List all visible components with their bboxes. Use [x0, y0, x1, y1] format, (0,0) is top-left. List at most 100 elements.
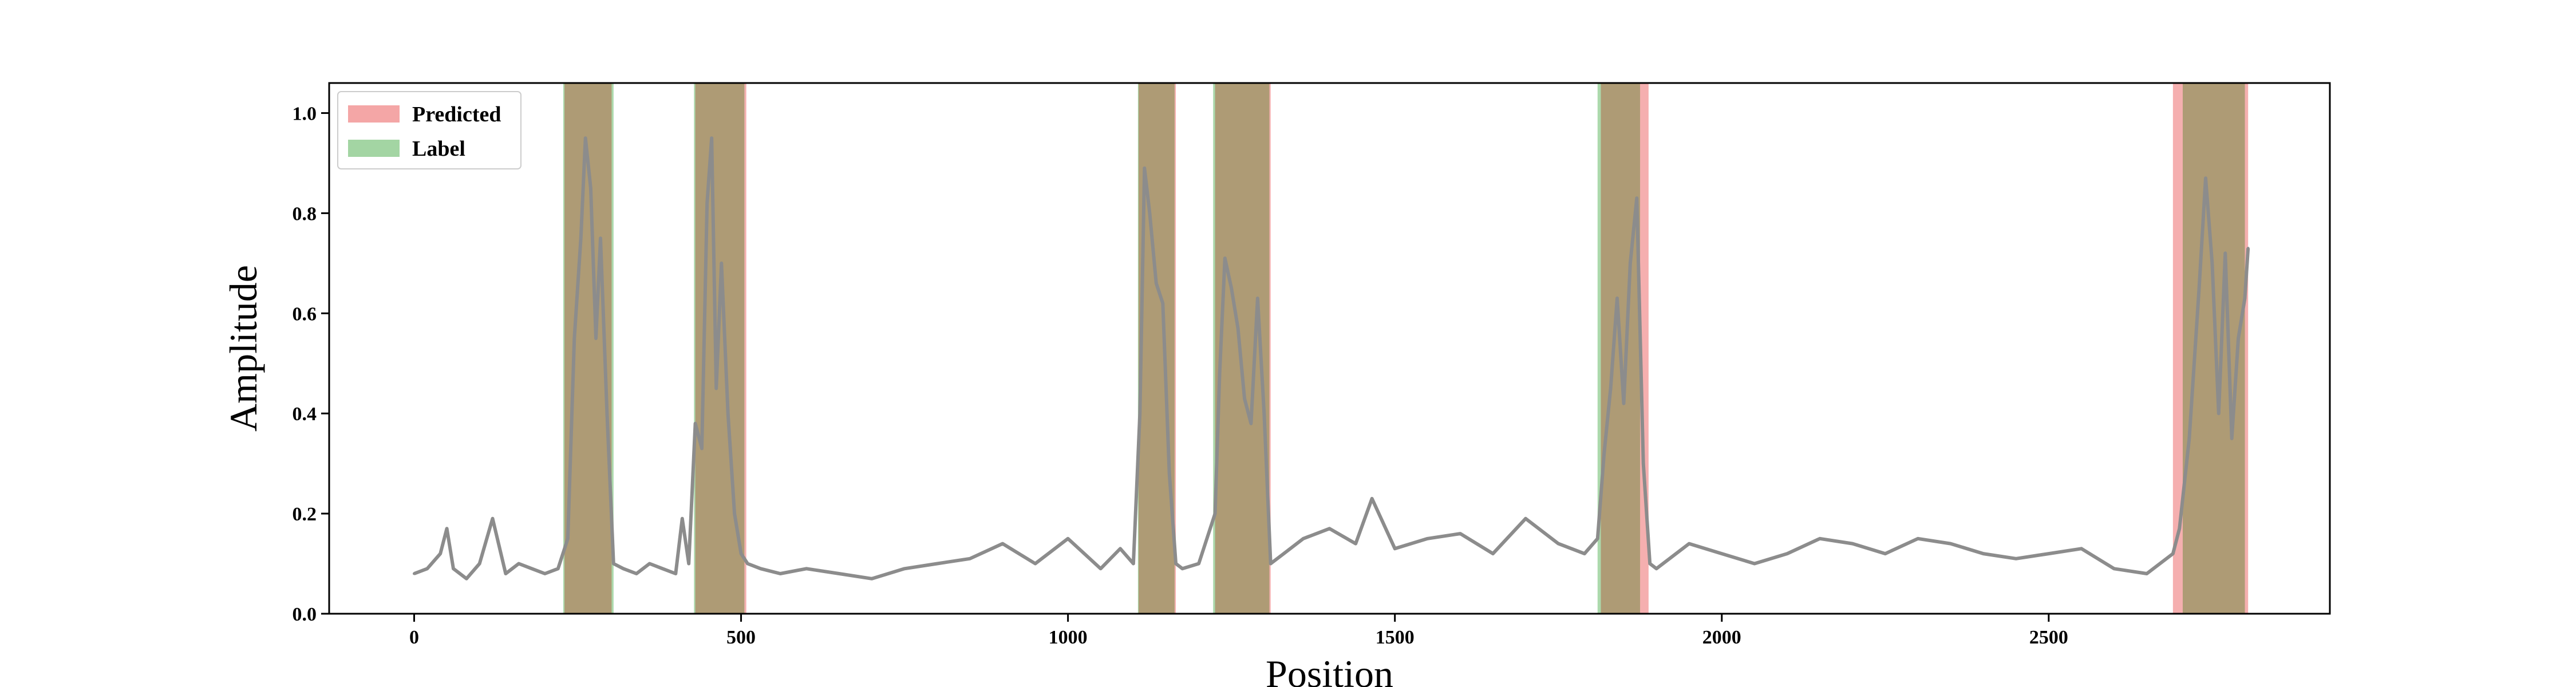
data-point	[1642, 462, 1645, 465]
y-tick-label: 0.8	[293, 203, 317, 224]
data-point	[1556, 542, 1560, 546]
data-point	[1168, 472, 1171, 475]
data-point	[584, 136, 587, 140]
data-point	[605, 412, 609, 415]
data-point	[1174, 562, 1178, 566]
data-point	[1851, 542, 1854, 546]
data-point	[2171, 552, 2175, 555]
data-point	[1615, 297, 1619, 300]
data-point	[1236, 327, 1240, 330]
data-point	[1602, 452, 1606, 455]
legend-label-label: Label	[412, 137, 465, 161]
y-tick-label: 1.0	[293, 103, 317, 124]
overlap-region-5	[2183, 83, 2245, 614]
data-point	[599, 236, 602, 240]
series-layer	[412, 136, 2250, 581]
data-point	[452, 567, 455, 570]
data-point	[478, 562, 481, 566]
y-tick-label: 0.2	[293, 504, 317, 525]
data-point	[779, 572, 782, 575]
data-point	[870, 577, 874, 581]
data-point	[1218, 372, 1222, 375]
plot-frame	[328, 82, 2331, 615]
data-point	[1249, 422, 1253, 425]
data-point	[805, 567, 808, 570]
data-point	[2187, 437, 2191, 440]
data-point	[572, 337, 576, 340]
data-point	[1459, 532, 1462, 535]
data-point	[2014, 557, 2018, 560]
data-point	[1949, 542, 1953, 546]
data-point	[2237, 337, 2240, 340]
data-point	[2210, 262, 2214, 265]
data-point	[1155, 282, 1158, 285]
legend: Predicted Label	[337, 91, 521, 169]
data-point	[968, 557, 971, 560]
data-point	[1214, 512, 1217, 515]
data-point	[594, 337, 598, 340]
data-point	[1282, 552, 1286, 555]
data-point	[935, 562, 939, 566]
data-point	[465, 577, 468, 581]
data-point	[2198, 287, 2201, 290]
data-point	[1148, 211, 1151, 215]
data-point	[1354, 542, 1357, 546]
data-point	[1328, 527, 1331, 530]
data-point	[445, 527, 449, 530]
data-point	[2178, 527, 2181, 530]
data-point	[1119, 547, 1122, 550]
data-point	[1982, 552, 1985, 555]
data-point	[2246, 247, 2250, 250]
data-point	[543, 572, 547, 575]
data-point	[1818, 537, 1822, 540]
x-tick-label: 2500	[2029, 627, 2068, 648]
data-point	[705, 202, 709, 205]
data-point	[903, 567, 906, 570]
data-point	[1256, 297, 1259, 300]
data-point	[2145, 572, 2148, 575]
data-point	[2204, 176, 2207, 180]
data-point	[1243, 397, 1246, 400]
data-point	[710, 136, 713, 140]
data-point	[2223, 251, 2227, 255]
data-point	[720, 262, 723, 265]
data-point	[694, 422, 697, 425]
data-point	[1785, 552, 1789, 555]
data-point	[612, 562, 615, 566]
y-axis-title: Amplitude	[222, 265, 265, 432]
data-point	[1034, 562, 1037, 566]
data-point	[2047, 552, 2050, 555]
x-tick-label: 500	[726, 627, 756, 648]
y-axis: 0.0 0.2 0.4 0.6 0.8 1.0	[293, 103, 329, 625]
data-point	[491, 517, 495, 520]
data-point	[1720, 552, 1724, 555]
data-point	[1138, 412, 1141, 415]
data-point	[1583, 552, 1586, 555]
data-point	[1426, 537, 1429, 540]
data-point	[733, 512, 736, 515]
data-point	[1197, 562, 1200, 566]
data-point	[746, 562, 749, 566]
data-point	[2112, 567, 2116, 570]
data-point	[2230, 437, 2234, 440]
data-point	[661, 567, 664, 570]
legend-swatch-predicted	[348, 105, 400, 123]
data-point	[1223, 256, 1227, 260]
data-point	[1688, 542, 1691, 546]
data-point	[1622, 402, 1625, 405]
data-point	[412, 572, 416, 575]
data-point	[1302, 537, 1305, 540]
data-point	[1655, 567, 1658, 570]
data-point	[1132, 562, 1135, 566]
y-tick-label: 0.6	[293, 303, 317, 325]
data-point	[1161, 302, 1164, 305]
data-point	[714, 386, 718, 390]
data-point	[674, 572, 677, 575]
data-point	[1370, 497, 1374, 500]
data-point	[1181, 567, 1184, 570]
data-point	[700, 447, 704, 450]
legend-swatch-label	[348, 140, 400, 157]
data-point	[1099, 567, 1103, 570]
x-axis-title: Position	[1266, 652, 1393, 687]
